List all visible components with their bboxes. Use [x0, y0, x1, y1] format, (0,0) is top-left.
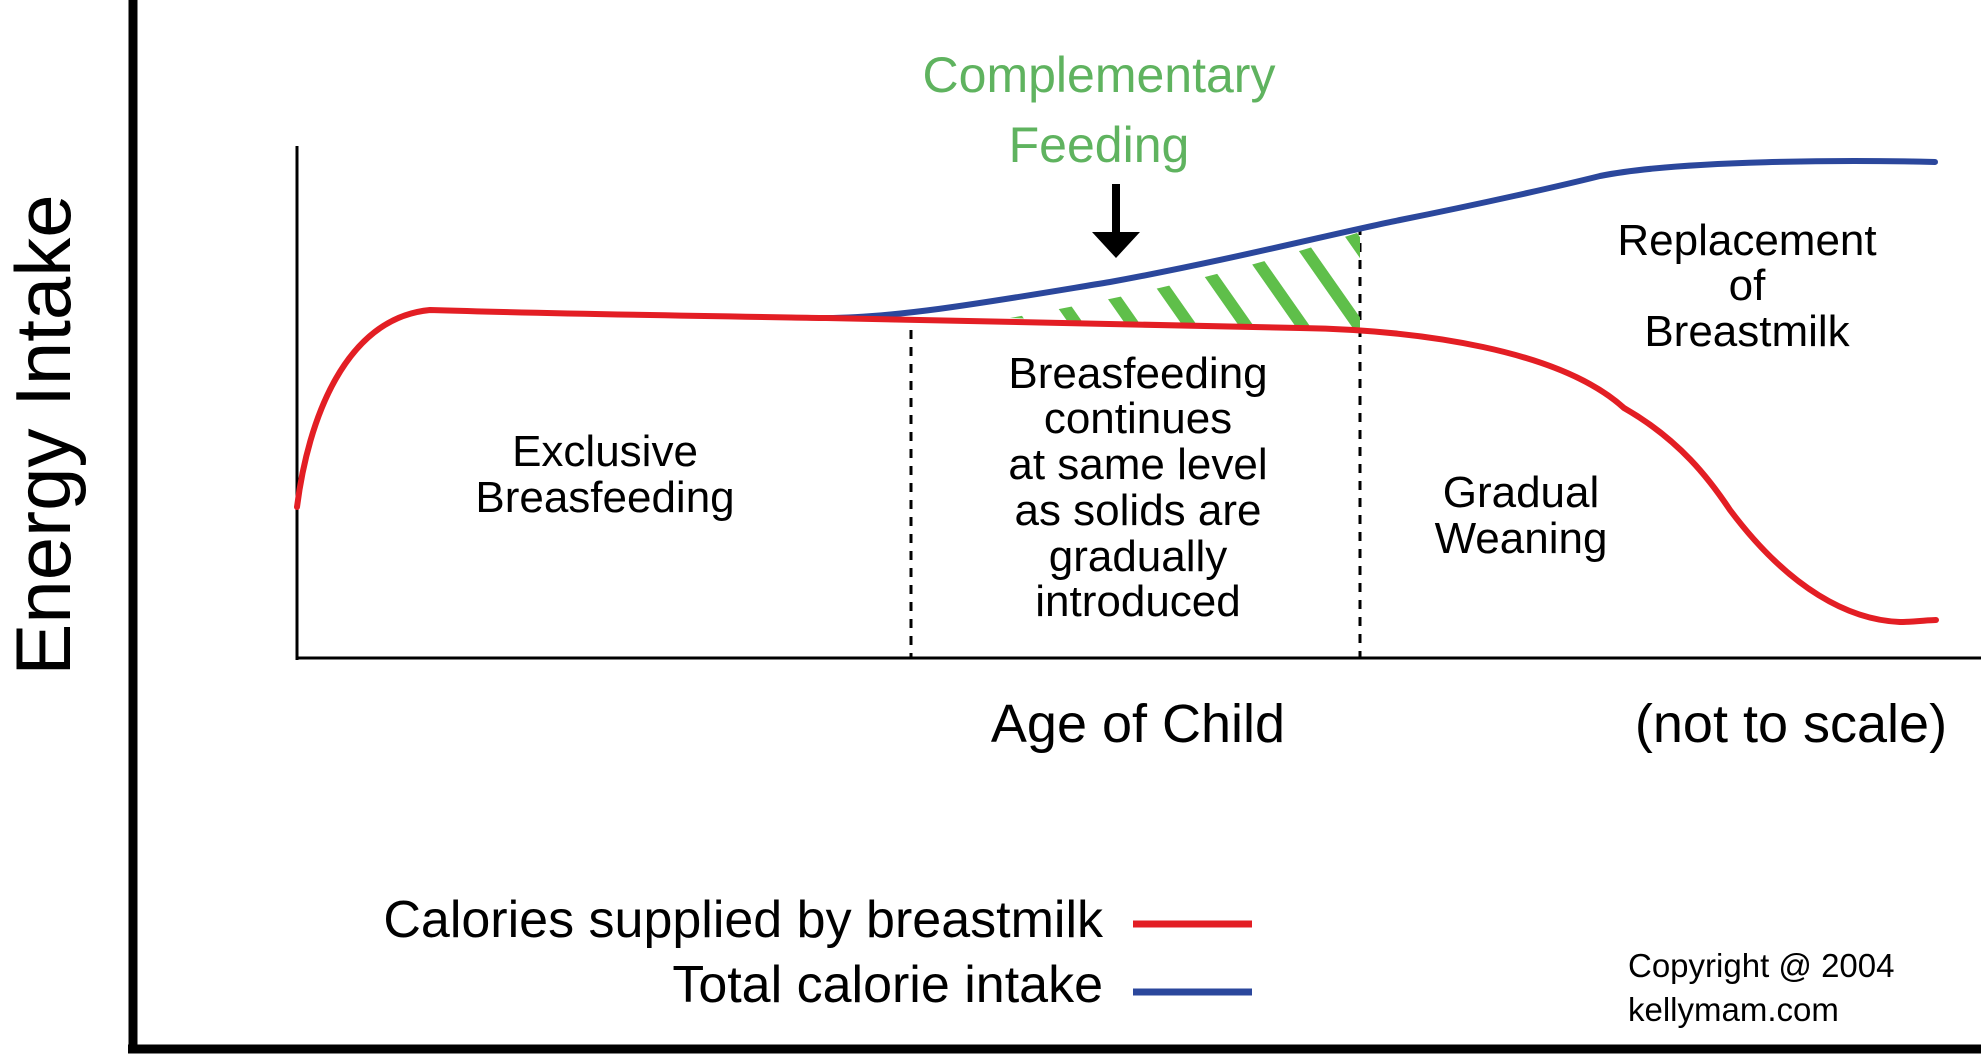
- legend-label-breastmilk: Calories supplied by breastmilk: [383, 891, 1104, 949]
- stage-replacement-line: of: [1729, 261, 1766, 310]
- stage-label-replacement: Replacement of Breastmilk: [1617, 216, 1876, 356]
- stage-exclusive-line: Exclusive: [512, 427, 698, 476]
- copyright-site: kellymam.com: [1628, 991, 1839, 1028]
- stage-continues-line: as solids are: [1014, 486, 1261, 535]
- stage-label-weaning: Gradual Weaning: [1435, 468, 1608, 563]
- stage-label-exclusive: Exclusive Breasfeeding: [475, 427, 734, 522]
- not-to-scale-note: (not to scale): [1635, 694, 1947, 754]
- complementary-feeding-label-line2: Feeding: [1009, 117, 1190, 173]
- y-axis-label: Energy Intake: [0, 194, 87, 675]
- stage-weaning-line: Gradual: [1443, 468, 1600, 517]
- stage-weaning-line: Weaning: [1435, 514, 1608, 563]
- stage-continues-line: Breasfeeding: [1008, 349, 1267, 398]
- total-calorie-curve: [823, 158, 1938, 321]
- stage-replacement-line: Replacement: [1617, 216, 1876, 265]
- breastmilk-calorie-curve: [294, 306, 1939, 626]
- stage-continues-line: introduced: [1035, 577, 1240, 626]
- legend-label-total: Total calorie intake: [672, 956, 1103, 1014]
- legend: Calories supplied by breastmilk Total ca…: [383, 891, 1252, 1014]
- stage-continues-line: gradually: [1049, 532, 1228, 581]
- stage-label-continues: Breasfeeding continues at same level as …: [1008, 349, 1267, 626]
- down-arrow-icon: [1092, 184, 1140, 258]
- x-axis-label: Age of Child: [991, 694, 1285, 754]
- complementary-feeding-label-line1: Complementary: [923, 47, 1276, 103]
- stage-continues-line: continues: [1044, 394, 1232, 443]
- stage-replacement-line: Breastmilk: [1644, 307, 1850, 356]
- copyright-line: Copyright @ 2004: [1628, 947, 1894, 984]
- stage-continues-line: at same level: [1008, 440, 1267, 489]
- stage-exclusive-line: Breasfeeding: [475, 473, 734, 522]
